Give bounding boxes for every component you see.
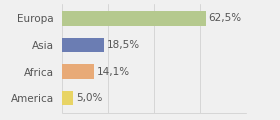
Text: 62,5%: 62,5% xyxy=(209,13,242,23)
Text: 18,5%: 18,5% xyxy=(107,40,140,50)
Bar xyxy=(62,64,94,79)
Bar xyxy=(62,91,73,105)
Bar xyxy=(62,38,104,52)
Text: 14,1%: 14,1% xyxy=(97,66,130,77)
Text: 5,0%: 5,0% xyxy=(76,93,102,103)
Bar xyxy=(62,11,206,26)
